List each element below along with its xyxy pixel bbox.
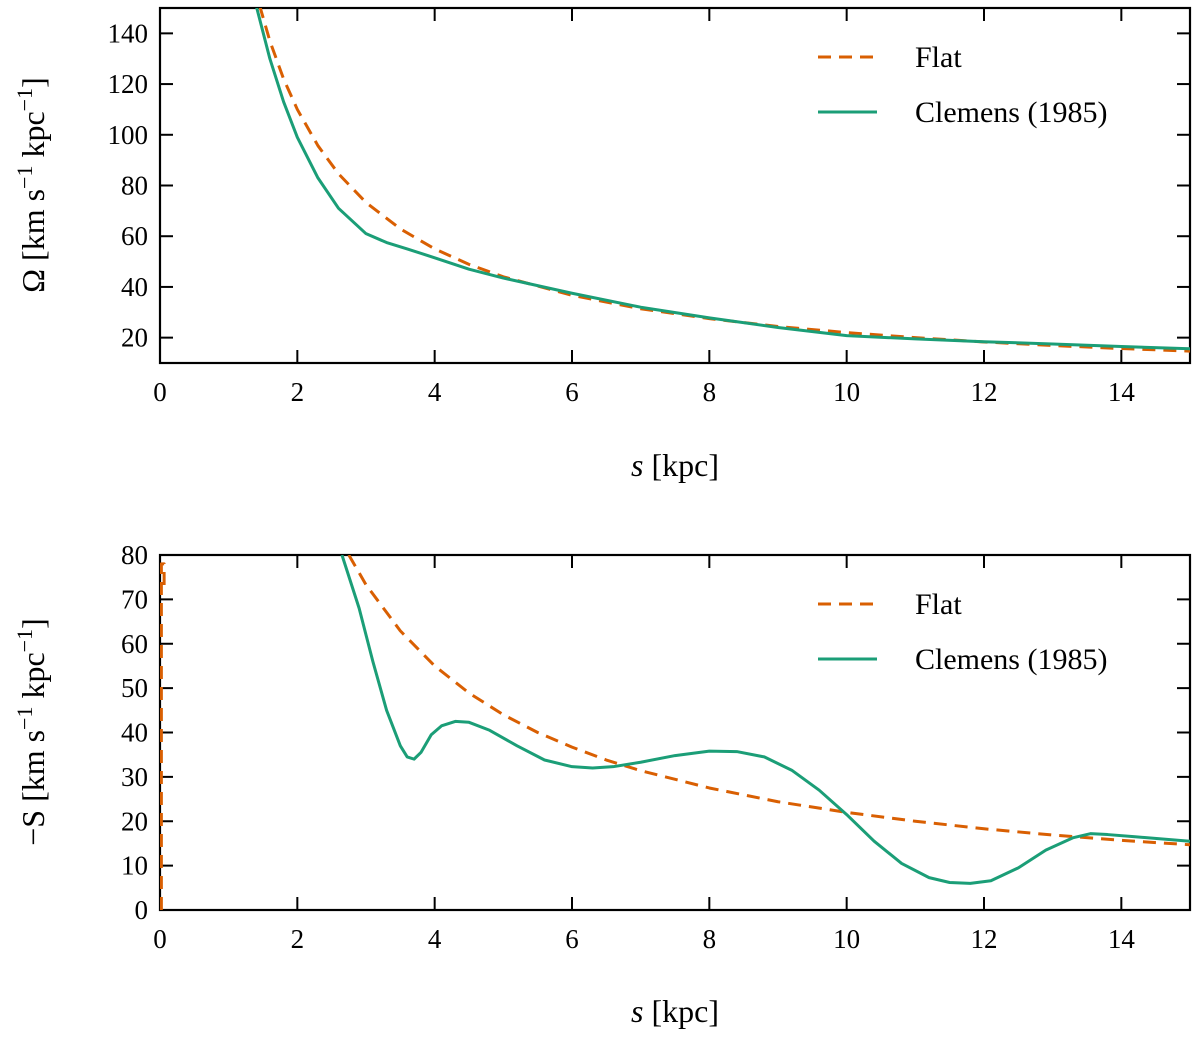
omega-y-tick-label: 140 xyxy=(108,18,149,48)
shear-x-tick-label: 6 xyxy=(565,924,579,954)
shear-y-tick-label: 60 xyxy=(121,629,148,659)
shear-x-axis-label: s [kpc] xyxy=(631,993,719,1029)
omega-x-tick-label: 2 xyxy=(291,377,305,407)
omega-series-clemens-line xyxy=(255,8,1190,351)
shear-series xyxy=(160,555,1190,910)
omega-x-tick-label: 0 xyxy=(153,377,167,407)
omega-y-tick-label: 60 xyxy=(121,221,148,251)
omega-y-tick-label: 120 xyxy=(108,69,149,99)
omega-x-tick-label: 10 xyxy=(833,377,860,407)
shear-y-tick-label: 10 xyxy=(121,851,148,881)
omega-ticks: 0 2 4 6 8 10 12 14 20 40 60 80 100 120 140 xyxy=(108,8,1190,407)
omega-x-tick-label: 4 xyxy=(428,377,442,407)
shear-x-tick-label: 4 xyxy=(428,924,442,954)
omega-y-tick-label: 100 xyxy=(108,120,149,150)
omega-x-axis-label: s [kpc] xyxy=(631,447,719,483)
omega-y-tick-label: 20 xyxy=(121,323,148,353)
shear-legend-flat-label: Flat xyxy=(915,588,962,621)
omega-y-tick-label: 80 xyxy=(121,171,148,201)
shear-y-tick-label: 50 xyxy=(121,673,148,703)
omega-y-tick-label: 40 xyxy=(121,272,148,302)
shear-x-tick-label: 8 xyxy=(703,924,717,954)
shear-y-axis-label: −S [km s−1 kpc−1] xyxy=(12,618,51,846)
shear-x-tick-label: 2 xyxy=(291,924,305,954)
shear-y-tick-label: 80 xyxy=(121,540,148,570)
shear-y-tick-label: 30 xyxy=(121,762,148,792)
omega-x-tick-label: 12 xyxy=(971,377,998,407)
omega-series xyxy=(255,8,1190,353)
omega-series-flat-line xyxy=(258,8,1190,353)
omega-y-axis-label: Ω [km s−1 kpc−1] xyxy=(12,77,51,292)
omega-plot-frame xyxy=(158,6,1192,365)
omega-legend: Flat Clemens (1985) xyxy=(818,41,1107,129)
omega-x-tick-label: 8 xyxy=(703,377,717,407)
omega-panel: 0 2 4 6 8 10 12 14 20 40 60 80 100 120 140 Ω [km s−1 k… xyxy=(12,6,1192,483)
shear-y-tick-label: 0 xyxy=(135,895,149,925)
shear-y-tick-label: 20 xyxy=(121,806,148,836)
shear-panel: 0 2 4 6 8 10 12 14 0 10 20 30 40 50 60 70 80 −S [km s−1 … xyxy=(12,540,1192,1029)
shear-series-flat-line xyxy=(160,555,1190,910)
omega-legend-flat-label: Flat xyxy=(915,41,962,74)
shear-x-tick-label: 10 xyxy=(833,924,860,954)
omega-legend-clemens-label: Clemens (1985) xyxy=(915,96,1107,129)
omega-x-tick-label: 14 xyxy=(1108,377,1136,407)
shear-legend-clemens-label: Clemens (1985) xyxy=(915,643,1107,676)
shear-y-tick-label: 40 xyxy=(121,718,148,748)
shear-series-clemens-line xyxy=(340,555,1190,885)
shear-y-tick-label: 70 xyxy=(121,584,148,614)
shear-x-tick-label: 12 xyxy=(971,924,998,954)
shear-legend: Flat Clemens (1985) xyxy=(818,588,1107,676)
shear-x-tick-label: 0 xyxy=(153,924,167,954)
omega-x-tick-label: 6 xyxy=(565,377,579,407)
shear-ticks: 0 2 4 6 8 10 12 14 0 10 20 30 40 50 60 70 80 xyxy=(121,540,1190,954)
shear-x-tick-label: 14 xyxy=(1108,924,1136,954)
